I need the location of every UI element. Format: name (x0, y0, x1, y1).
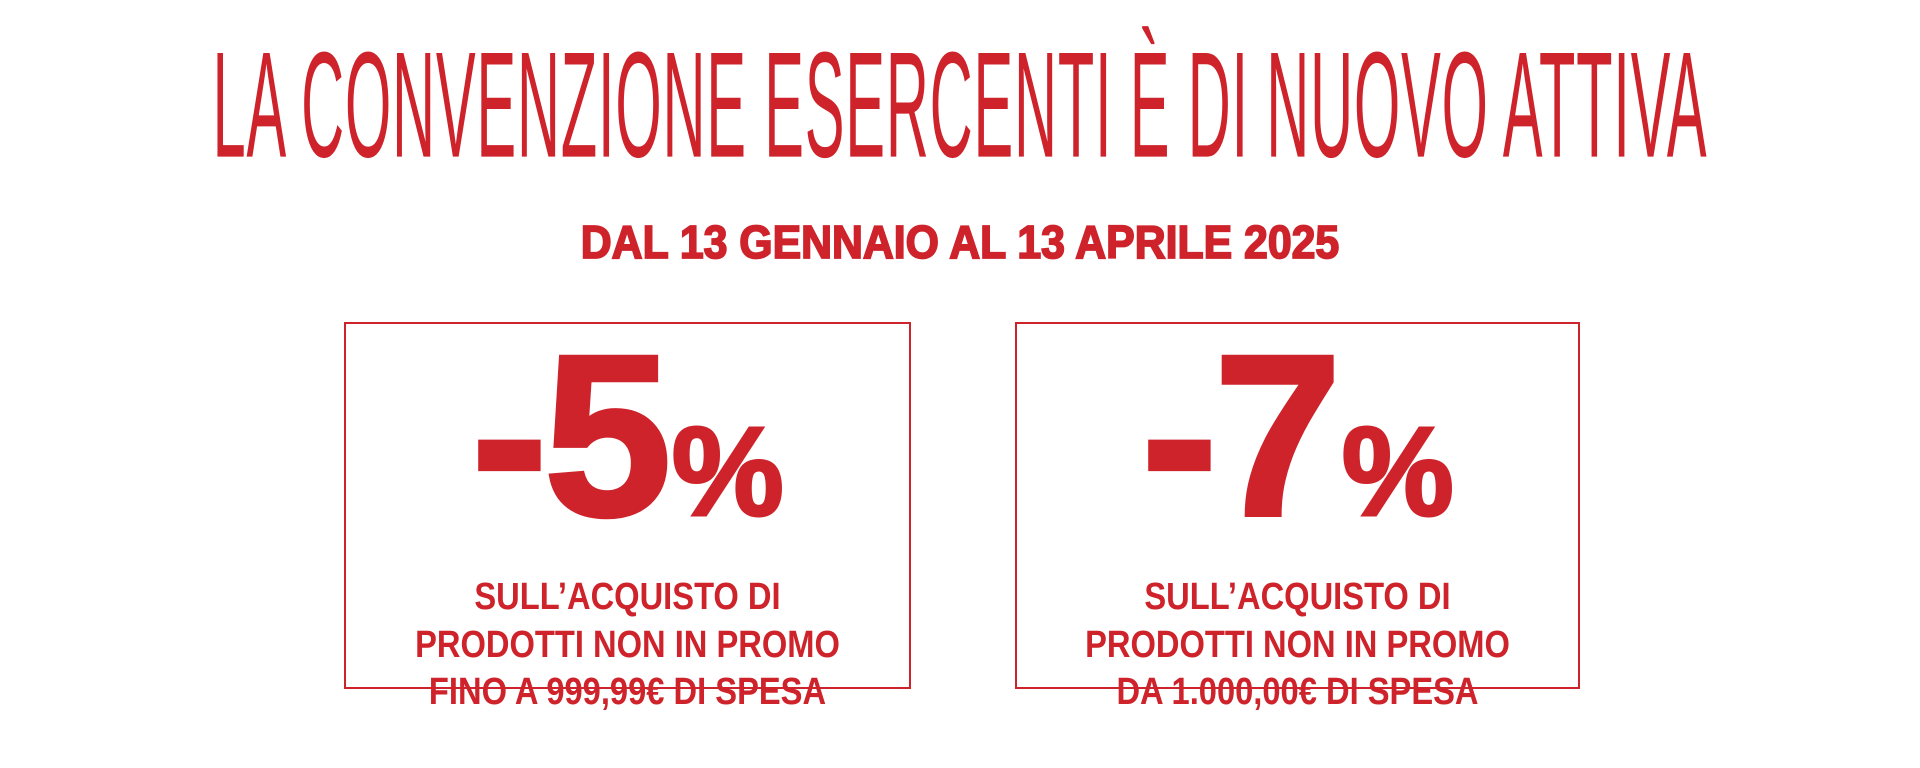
offer-description: SULL’ACQUISTO DI PRODOTTI NON IN PROMO D… (1056, 574, 1538, 717)
discount-7-percent: -7% (1017, 319, 1578, 558)
offer-description-line-1: SULL’ACQUISTO DI (474, 576, 781, 618)
offer-description-line-3: FINO A 999,99€ DI SPESA (428, 671, 827, 713)
discount-value: -7 (1139, 307, 1343, 564)
offer-description-line-1: SULL’ACQUISTO DI (1144, 576, 1451, 618)
offer-description-line-2: PRODOTTI NON IN PROMO (415, 623, 840, 666)
offer-description-line-2: PRODOTTI NON IN PROMO (1085, 623, 1510, 666)
banner-subtitle: DAL 13 GENNAIO AL 13 APRILE 2025 (580, 216, 1340, 268)
offer-card-5-percent: -5% SULL’ACQUISTO DI PRODOTTI NON IN PRO… (344, 319, 911, 713)
offer-card-7-percent: -7% SULL’ACQUISTO DI PRODOTTI NON IN PRO… (1015, 319, 1580, 713)
banner-title: LA CONVENZIONE ESERCENTI È DI NUOVO ATTI… (212, 21, 1708, 189)
discount-5-percent: -5% (346, 319, 909, 558)
offer-description-line-3: DA 1.000,00€ DI SPESA (1116, 671, 1479, 713)
offer-description: SULL’ACQUISTO DI PRODOTTI NON IN PROMO F… (385, 574, 869, 717)
percent-sign: % (1340, 400, 1455, 544)
discount-value: -5 (469, 307, 673, 564)
percent-sign: % (670, 400, 785, 544)
